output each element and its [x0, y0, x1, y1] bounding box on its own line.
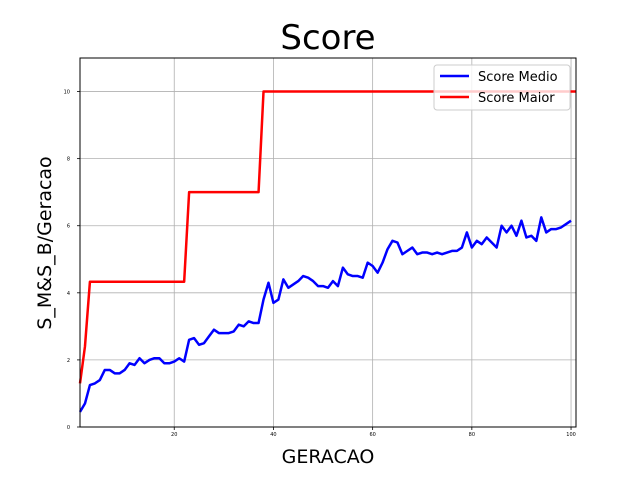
series-line-score-medio [78, 216, 572, 413]
ticks: 20 40 60 80 100 0 2 4 6 8 10 [64, 90, 576, 438]
x-tick-label: 40 [270, 432, 276, 438]
legend-label-score-medio: Score Medio [478, 70, 558, 85]
y-tick-label: 0 [67, 425, 70, 431]
y-axis-label: S_M&S_B/Geracao [34, 156, 56, 329]
x-tick-label: 100 [566, 432, 576, 438]
y-tick-label: 2 [67, 358, 70, 364]
x-axis-label: GERACAO [282, 446, 375, 468]
legend: Score Medio Score Maior [433, 64, 571, 111]
legend-label-score-maior: Score Maior [478, 91, 555, 106]
y-tick-label: 6 [67, 224, 70, 230]
series-layer [78, 90, 576, 413]
plot-frame [79, 57, 577, 428]
y-tick-label: 10 [64, 90, 70, 96]
y-tick-label: 8 [67, 157, 70, 163]
chart-title: Score [280, 18, 375, 58]
x-tick-label: 80 [469, 432, 475, 438]
y-tick-label: 4 [67, 291, 70, 297]
x-tick-label: 20 [171, 432, 177, 438]
series-line-score-maior [78, 90, 576, 384]
x-tick-label: 60 [369, 432, 375, 438]
